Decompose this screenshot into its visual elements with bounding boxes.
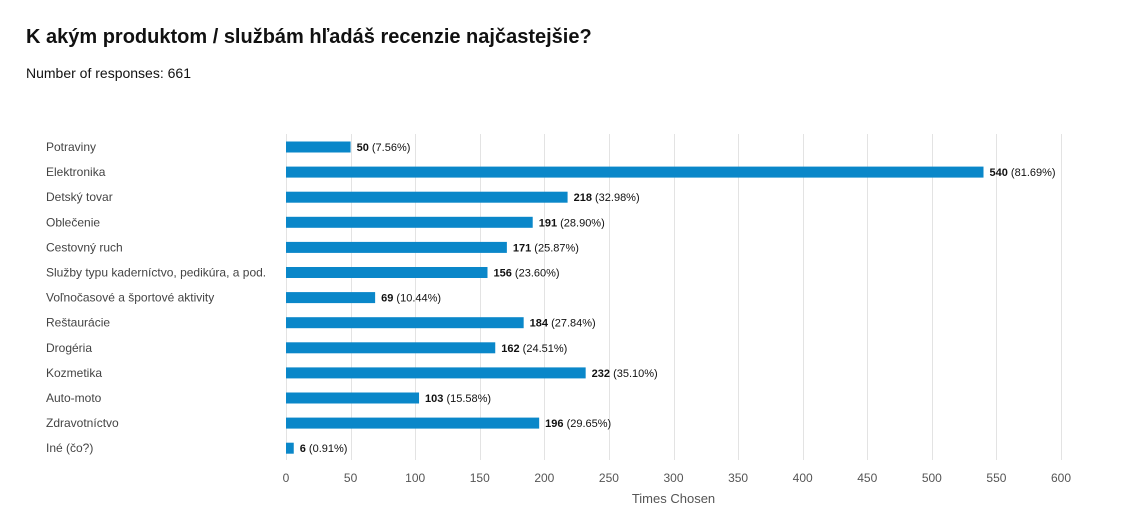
- bar: [286, 367, 586, 379]
- category-label: Zdravotníctvo: [46, 416, 119, 430]
- category-label: Voľnočasové a športové aktivity: [46, 291, 214, 305]
- bar: [286, 317, 524, 329]
- value-label: 184 (27.84%): [530, 318, 596, 330]
- x-tick-label: 600: [1051, 471, 1071, 485]
- x-tick-label: 400: [793, 471, 813, 485]
- category-label: Elektronika: [46, 165, 106, 179]
- x-tick-label: 500: [922, 471, 942, 485]
- value-label: 156 (23.60%): [494, 268, 560, 280]
- x-tick-labels: 0 50 100 150 200 250 300 350 400 450 500 550 600: [283, 471, 1072, 485]
- category-labels: Potraviny Elektronika Detský tovar Oblečeni…: [46, 140, 266, 455]
- value-label: 191 (28.90%): [539, 217, 605, 229]
- x-tick-label: 450: [857, 471, 877, 485]
- bar: [286, 141, 351, 153]
- category-label: Služby typu kaderníctvo, pedikúra, a pod…: [46, 266, 266, 280]
- value-label: 540 (81.69%): [990, 167, 1056, 179]
- bar: [286, 267, 488, 278]
- value-label: 103 (15.58%): [425, 393, 491, 405]
- bar: [286, 392, 420, 404]
- x-tick-label: 50: [344, 471, 358, 485]
- x-tick-label: 300: [663, 471, 683, 485]
- category-label: Oblečenie: [46, 215, 100, 229]
- bar: [286, 292, 376, 304]
- value-label: 232 (35.10%): [592, 368, 658, 380]
- x-tick-label: 350: [728, 471, 748, 485]
- category-label: Potraviny: [46, 140, 96, 154]
- responses-count: Number of responses: 661: [26, 65, 191, 81]
- category-label: Drogéria: [46, 341, 92, 355]
- bar: [286, 342, 496, 354]
- x-tick-label: 150: [470, 471, 490, 485]
- chart-title: K akým produktom / službám hľadáš recenz…: [26, 26, 592, 48]
- bars: [286, 141, 984, 454]
- x-tick-label: 550: [986, 471, 1006, 485]
- value-label: 218 (32.98%): [574, 192, 640, 204]
- value-label: 6 (0.91%): [300, 443, 348, 455]
- category-label: Kozmetika: [46, 366, 102, 380]
- category-label: Detský tovar: [46, 190, 113, 204]
- x-tick-label: 0: [283, 471, 290, 485]
- grid-lines: [286, 134, 1062, 460]
- bar: [286, 241, 507, 253]
- bar: [286, 191, 568, 203]
- category-label: Reštaurácie: [46, 316, 110, 330]
- category-label: Auto-moto: [46, 391, 102, 405]
- value-labels: 50 (7.56%) 540 (81.69%) 218 (32.98%) 191 (2…: [300, 142, 1056, 455]
- bar: [286, 216, 533, 228]
- value-label: 171 (25.87%): [513, 242, 579, 254]
- bar: [286, 442, 294, 454]
- category-label: Cestovný ruch: [46, 240, 123, 254]
- x-tick-label: 250: [599, 471, 619, 485]
- bar: [286, 417, 540, 429]
- x-axis-title: Times Chosen: [632, 491, 715, 506]
- x-tick-label: 100: [405, 471, 425, 485]
- value-label: 69 (10.44%): [381, 293, 441, 305]
- value-label: 50 (7.56%): [357, 142, 411, 154]
- value-label: 196 (29.65%): [545, 418, 611, 430]
- value-label: 162 (24.51%): [501, 343, 567, 355]
- bar: [286, 166, 984, 178]
- x-tick-label: 200: [534, 471, 554, 485]
- category-label: Iné (čo?): [46, 441, 93, 455]
